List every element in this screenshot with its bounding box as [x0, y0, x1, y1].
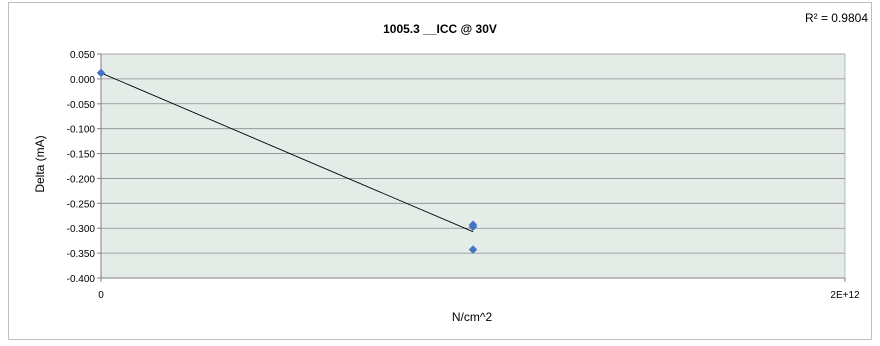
data-point — [468, 245, 478, 254]
data-point — [96, 68, 106, 78]
y-tick-label: 0.000 — [70, 75, 95, 86]
data-points — [96, 68, 478, 254]
plot-area — [101, 54, 845, 278]
trendline-group — [100, 72, 474, 233]
y-tick-label: -0.050 — [67, 100, 96, 111]
y-axis-title: Delta (mA) — [33, 135, 47, 192]
y-tick-label: -0.150 — [67, 150, 96, 161]
x-axis-title: N/cm^2 — [452, 310, 493, 324]
y-tick-label: -0.100 — [67, 125, 96, 136]
y-tick-label: 0.050 — [70, 50, 95, 61]
trendline — [100, 72, 474, 233]
x-tick-label: 0 — [98, 290, 104, 301]
r-squared-label: R² = 0.9804 — [805, 11, 868, 25]
y-tick-label: -0.250 — [67, 199, 96, 210]
data-point — [468, 222, 478, 232]
x-tick-label: 2E+12 — [830, 290, 860, 301]
y-tick-label: -0.200 — [67, 174, 96, 185]
y-tick-label: -0.300 — [67, 224, 96, 235]
axes: 0.050 0.000 -0.050 -0.100 -0.150 -0.200 -0.250… — [67, 50, 860, 301]
y-tick-label: -0.400 — [67, 274, 96, 285]
chart-title: 1005.3 __ICC @ 30V — [383, 22, 497, 36]
y-tick-label: -0.350 — [67, 249, 96, 260]
